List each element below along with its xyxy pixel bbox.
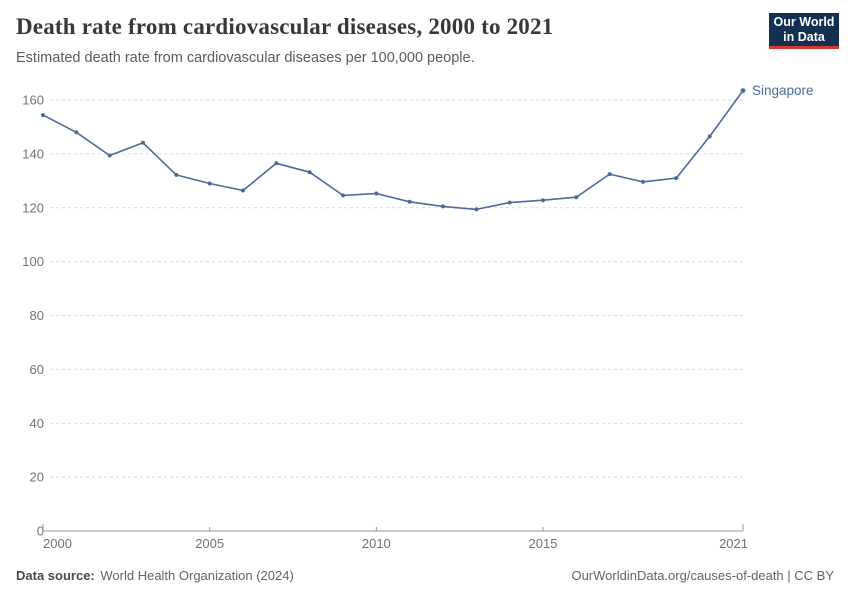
- attribution-text: OurWorldinData.org/causes-of-death | CC …: [571, 568, 834, 583]
- data-point[interactable]: [707, 134, 712, 139]
- data-point[interactable]: [407, 199, 412, 204]
- data-point[interactable]: [374, 191, 379, 196]
- owid-logo: Our World in Data: [769, 13, 839, 49]
- data-point[interactable]: [241, 188, 245, 193]
- series-line: [42, 90, 744, 211]
- chart-subtitle: Estimated death rate from cardiovascular…: [16, 50, 475, 66]
- data-source-value: World Health Organization (2024): [100, 568, 294, 583]
- data-point[interactable]: [174, 172, 179, 177]
- y-axis-label: 160: [22, 93, 44, 108]
- data-point[interactable]: [441, 204, 445, 209]
- data-source-label: Data source:: [16, 568, 95, 583]
- y-axis-label: 80: [30, 308, 44, 323]
- y-axis-label: 40: [30, 416, 44, 431]
- x-axis-label: 2005: [195, 536, 224, 550]
- data-point[interactable]: [141, 140, 145, 145]
- y-axis-label: 0: [37, 524, 44, 539]
- data-point[interactable]: [574, 195, 579, 200]
- data-point[interactable]: [641, 179, 645, 184]
- y-axis-label: 20: [30, 470, 44, 485]
- chart-svg: 0 20 40 60 80 100 120 140 160 2000 2005 2010 2015 202…: [22, 85, 814, 550]
- data-point[interactable]: [341, 193, 345, 198]
- y-axis-label: 140: [22, 146, 44, 161]
- chart-footer: Data source: World Health Organization (…: [16, 568, 834, 583]
- data-point[interactable]: [507, 200, 512, 205]
- data-point[interactable]: [607, 172, 612, 177]
- data-point[interactable]: [307, 170, 312, 175]
- data-point[interactable]: [474, 207, 479, 212]
- data-point[interactable]: [207, 181, 212, 186]
- data-point[interactable]: [674, 176, 679, 181]
- data-point[interactable]: [274, 161, 279, 166]
- chart-title: Death rate from cardiovascular diseases,…: [16, 14, 554, 39]
- y-axis-label: 120: [22, 200, 44, 215]
- data-point[interactable]: [541, 198, 545, 203]
- owid-logo-line-2: in Data: [783, 29, 825, 44]
- x-axis-label: 2000: [43, 536, 72, 550]
- series-label: Singapore: [752, 85, 814, 98]
- data-source: Data source: World Health Organization (…: [16, 568, 294, 583]
- x-axis-label: 2010: [362, 536, 391, 550]
- y-axis-label: 100: [22, 254, 44, 269]
- x-axis-label: 2015: [529, 536, 558, 550]
- data-point[interactable]: [41, 113, 45, 118]
- y-axis-label: 60: [30, 362, 44, 377]
- data-point[interactable]: [107, 153, 112, 158]
- data-point[interactable]: [740, 88, 746, 93]
- owid-logo-line-1: Our World: [773, 14, 835, 29]
- data-point[interactable]: [74, 130, 79, 135]
- x-axis-label: 2021: [719, 536, 748, 550]
